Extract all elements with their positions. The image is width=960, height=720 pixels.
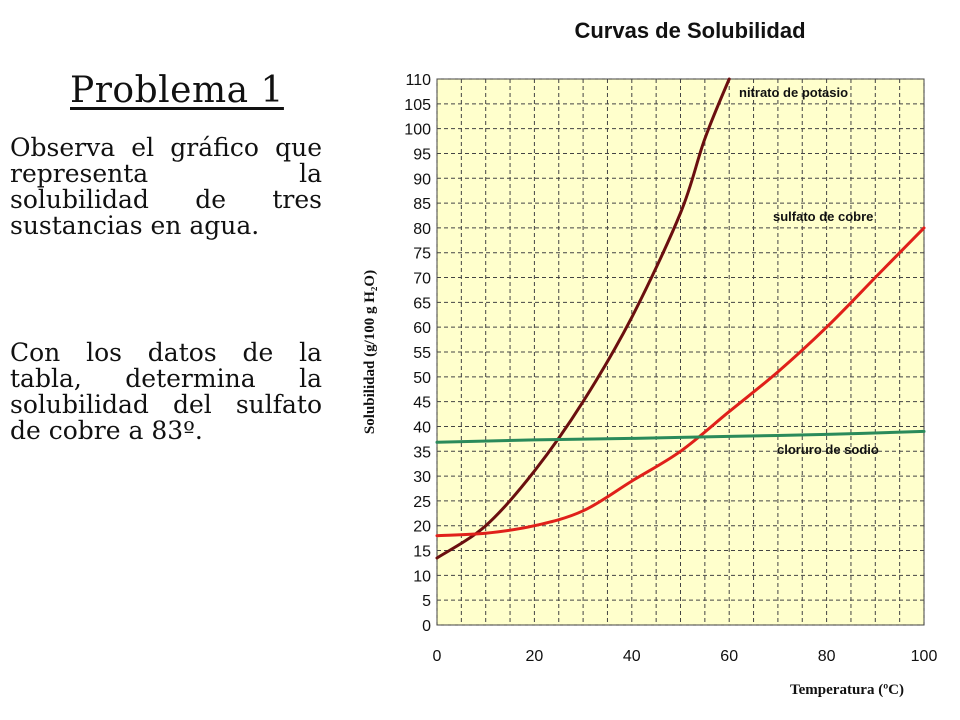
- series-label-nitrato: nitrato de potasio: [739, 85, 848, 100]
- y-tick-label: 90: [413, 171, 431, 188]
- series-label-sulfato: sulfato de cobre: [773, 209, 873, 224]
- y-tick-label: 60: [413, 320, 431, 337]
- series-line-1: [435, 226, 926, 538]
- y-tick-label: 95: [413, 146, 431, 163]
- y-tick-label: 110: [405, 72, 431, 89]
- y-tick-label: 5: [422, 593, 431, 610]
- y-tick-label: 75: [413, 246, 431, 263]
- y-axis-title: Solubilidad (g/100 g H₂O): [362, 270, 378, 434]
- y-tick-label: 105: [404, 97, 431, 114]
- y-tick-label: 30: [413, 469, 431, 486]
- y-tick-label: 85: [413, 196, 431, 213]
- x-tick-label: 60: [720, 648, 738, 665]
- x-tick-label: 80: [818, 648, 836, 665]
- series-line-0: [435, 77, 731, 560]
- series-lines: [435, 77, 926, 560]
- y-tick-label: 70: [413, 271, 431, 288]
- solubility-chart: Curvas de Solubilidad 0 5 10 15 20 25 30 35 40 45…: [362, 18, 937, 698]
- chart-title: Curvas de Solubilidad: [574, 18, 805, 43]
- y-tick-label: 65: [413, 295, 431, 312]
- problem-paragraph-2: Con los datos de la tabla, determina la …: [10, 338, 322, 445]
- y-tick-label: 20: [413, 519, 431, 536]
- series-label-cloruro: cloruro de sodio: [777, 442, 879, 457]
- x-axis-title: Temperatura (ºC): [790, 682, 904, 698]
- x-tick-label: 40: [623, 648, 641, 665]
- y-tick-label: 35: [413, 444, 431, 461]
- axis-ticks: 0 5 10 15 20 25 30 35 40 45 50 55 60 65 70 75 80 85 90 95 10…: [404, 72, 937, 665]
- problem-paragraph-1: Observa el gráfico que representa la sol…: [10, 133, 322, 240]
- y-tick-label: 0: [422, 618, 431, 635]
- y-tick-label: 100: [404, 122, 431, 139]
- series-line-2: [435, 429, 926, 444]
- x-tick-label: 20: [526, 648, 544, 665]
- x-tick-label: 0: [433, 648, 442, 665]
- y-tick-label: 25: [413, 494, 431, 511]
- y-tick-label: 15: [413, 544, 431, 561]
- grid: [436, 78, 925, 626]
- y-tick-label: 80: [413, 221, 431, 238]
- y-tick-label: 40: [413, 419, 431, 436]
- y-tick-label: 45: [413, 395, 431, 412]
- y-tick-label: 55: [413, 345, 431, 362]
- x-tick-label: 100: [911, 648, 938, 665]
- y-tick-label: 10: [413, 568, 431, 585]
- y-tick-label: 50: [413, 370, 431, 387]
- problem-title: Problema 1: [70, 70, 284, 111]
